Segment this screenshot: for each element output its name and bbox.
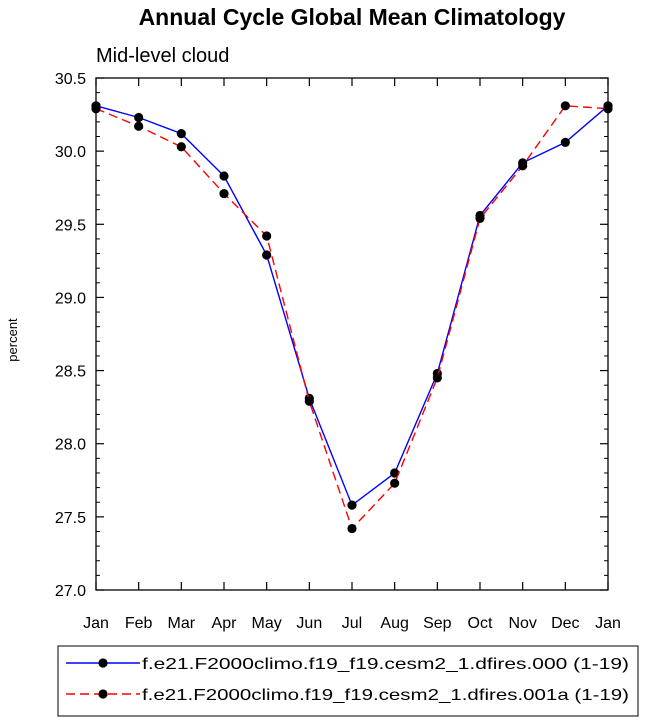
y-tick-label: 28.5 xyxy=(55,364,86,381)
y-tick-label: 27.5 xyxy=(55,510,86,527)
series-2-point xyxy=(560,101,570,111)
y-tick-label: 30.0 xyxy=(55,144,86,161)
y-tick-labels: 27.0 27.5 28.0 28.5 29.0 29.5 30.0 30.5 xyxy=(55,71,86,600)
series-1-point xyxy=(390,468,400,478)
legend-marker-2 xyxy=(98,689,108,699)
x-tick-label: Jul xyxy=(342,615,362,632)
y-axis-label: percent xyxy=(5,318,20,362)
series-2-point xyxy=(219,188,229,199)
x-tick-label: May xyxy=(252,615,282,632)
series-1-point xyxy=(347,500,357,510)
x-tick-label: Apr xyxy=(212,615,238,632)
series-2-point xyxy=(518,161,528,171)
series-2-point xyxy=(134,121,144,131)
series-1-point xyxy=(262,250,272,260)
legend: f.e21.F2000climo.f19_f19.cesm2_1.dfires.… xyxy=(66,656,629,704)
x-tick-label: Jun xyxy=(296,615,322,632)
series-1-point xyxy=(176,128,186,139)
series-2-point xyxy=(91,104,101,114)
series-2-point xyxy=(432,373,442,383)
series-1-point xyxy=(560,137,570,147)
y-tick-label: 30.5 xyxy=(55,71,86,88)
x-tick-label: Jan xyxy=(83,615,109,632)
series-2-point xyxy=(603,104,613,114)
x-tick-label: Jan xyxy=(595,615,621,632)
series-2-point xyxy=(304,396,314,406)
series-2-point xyxy=(262,231,272,241)
y-tick-label: 28.0 xyxy=(55,437,86,454)
series-1-point xyxy=(219,171,229,181)
x-tick-label: Sep xyxy=(423,615,452,632)
series-2-point xyxy=(176,142,186,152)
legend-box xyxy=(57,645,639,717)
series-2-point xyxy=(475,213,485,224)
legend-label-1: f.e21.F2000climo.f19_f19.cesm2_1.dfires.… xyxy=(142,656,629,673)
chart-title: Annual Cycle Global Mean Climatology xyxy=(139,4,566,30)
series-line-2 xyxy=(95,105,609,530)
x-tick-label: Oct xyxy=(468,615,493,632)
y-tick-label: 29.0 xyxy=(55,290,86,307)
x-tick-label: Nov xyxy=(508,615,536,632)
y-tick-label: 27.0 xyxy=(55,583,86,600)
x-tick-label: Dec xyxy=(551,615,579,632)
x-tick-labels: Jan Feb Mar Apr May Jun Jul Aug Sep Oct Nov Dec Jan xyxy=(83,615,621,632)
x-tick-label: Feb xyxy=(125,615,153,632)
legend-marker-1 xyxy=(98,658,108,668)
series-line-1 xyxy=(95,105,609,507)
chart-subtitle: Mid-level cloud xyxy=(96,45,229,67)
y-tick-label: 29.5 xyxy=(55,217,86,234)
legend-label-2: f.e21.F2000climo.f19_f19.cesm2_1.dfires.… xyxy=(142,687,629,704)
series-layer xyxy=(91,101,613,534)
series-1-point xyxy=(134,112,144,123)
series-2-point xyxy=(390,478,400,488)
x-tick-label: Aug xyxy=(380,615,408,632)
series-2-point xyxy=(347,523,357,534)
axis-ticks xyxy=(95,77,609,591)
x-tick-label: Mar xyxy=(168,615,196,632)
